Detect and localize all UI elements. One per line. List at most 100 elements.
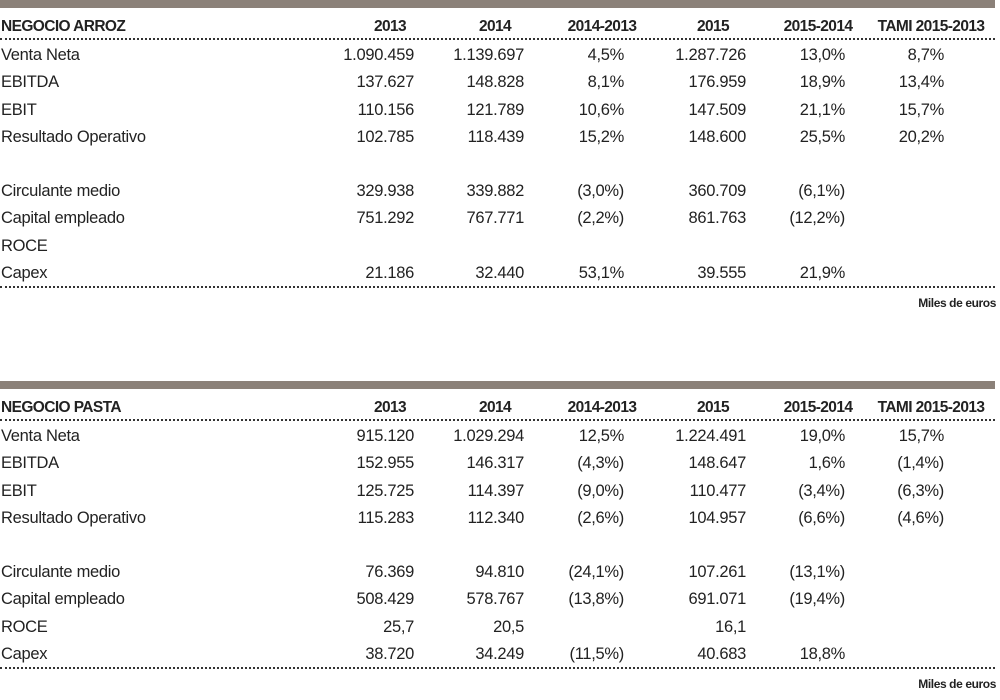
value-cell: 13,0%	[799, 46, 846, 64]
value-cell: (11,5%)	[569, 644, 625, 663]
value-cell: (3,4%)	[798, 481, 845, 500]
value-cell: 34.249	[475, 644, 524, 663]
row-label: EBITDA	[1, 454, 59, 473]
value-cell: (2,6%)	[577, 508, 624, 527]
value-cell: 1.090.459	[343, 46, 414, 64]
header-bar	[0, 381, 995, 389]
row-label: EBIT	[1, 100, 37, 119]
value-cell: 121.789	[466, 100, 524, 119]
value-cell: (4,3%)	[577, 454, 624, 473]
column-header: 2014-2013	[567, 399, 637, 416]
value-cell: 329.938	[356, 182, 414, 200]
value-cell: 104.957	[688, 508, 746, 527]
table-title: NEGOCIO PASTA	[1, 399, 122, 416]
value-cell: 112.340	[467, 508, 525, 527]
column-header: 2014	[478, 399, 512, 416]
column-header: 2014-2013	[567, 18, 637, 35]
row-label: ROCE	[1, 236, 48, 255]
row-label: Venta Neta	[1, 46, 80, 64]
header-bar	[0, 0, 995, 8]
value-cell: (13,1%)	[789, 563, 845, 581]
row-label: Resultado Operativo	[1, 127, 146, 146]
value-cell: 110.477	[689, 481, 747, 500]
value-cell: 19,0%	[799, 427, 846, 445]
value-cell: 38.720	[365, 644, 414, 663]
row-label: Venta Neta	[1, 427, 80, 445]
value-cell: 114.397	[467, 481, 525, 500]
value-cell: 16,1	[715, 617, 746, 636]
row-label: Capital empleado	[1, 209, 125, 228]
column-header: 2015-2014	[783, 18, 853, 35]
table-title: NEGOCIO ARROZ	[1, 18, 126, 35]
unit-note: Miles de euros	[918, 676, 996, 691]
value-cell: 39.555	[697, 263, 746, 282]
row-label: Resultado Operativo	[1, 508, 146, 527]
value-cell: 18,8%	[799, 644, 846, 663]
value-cell: 20,2%	[898, 127, 945, 146]
value-cell: 76.369	[365, 563, 414, 581]
value-cell: 147.509	[688, 100, 746, 119]
value-cell: 915.120	[356, 427, 414, 445]
value-cell: (12,2%)	[789, 209, 845, 228]
value-cell: 53,1%	[578, 263, 625, 282]
value-cell: (4,6%)	[897, 508, 944, 527]
value-cell: 1.029.294	[453, 427, 524, 445]
row-label: Capital empleado	[1, 590, 125, 609]
value-cell: (13,8%)	[568, 590, 624, 609]
value-cell: 148.647	[688, 454, 746, 473]
value-cell: 751.292	[356, 209, 414, 228]
value-cell: 21,1%	[799, 100, 846, 119]
value-cell: 21,9%	[799, 263, 846, 282]
value-cell: 125.725	[356, 481, 414, 500]
value-cell: 8,7%	[907, 46, 945, 64]
value-cell: (9,0%)	[577, 481, 624, 500]
value-cell: 40.683	[697, 644, 746, 663]
value-cell: 152.955	[356, 454, 414, 473]
value-cell: 94.810	[475, 563, 524, 581]
column-header: 2013	[373, 18, 407, 35]
column-header: 2015-2014	[783, 399, 853, 416]
value-cell: 25,7	[383, 617, 414, 636]
row-label: Capex	[1, 263, 48, 282]
value-cell: 691.071	[688, 590, 746, 609]
value-cell: 767.771	[466, 209, 524, 228]
column-header: TAMI 2015-2013	[877, 399, 985, 416]
value-cell: 578.767	[466, 590, 524, 609]
value-cell: 20,5	[493, 617, 524, 636]
header-rule	[0, 419, 995, 421]
row-label: EBIT	[1, 481, 37, 500]
value-cell: 12,5%	[578, 427, 625, 445]
column-header: 2015	[696, 399, 730, 416]
value-cell: 4,5%	[587, 46, 625, 64]
value-cell: (2,2%)	[577, 209, 624, 228]
value-cell: 107.261	[688, 563, 746, 581]
value-cell: 110.156	[357, 100, 415, 119]
value-cell: 21.186	[365, 263, 414, 282]
footer-rule	[0, 285, 995, 288]
value-cell: 861.763	[688, 209, 746, 228]
value-cell: 32.440	[475, 263, 524, 282]
value-cell: 25,5%	[799, 127, 846, 146]
value-cell: 15,7%	[898, 427, 945, 445]
value-cell: 339.882	[466, 182, 524, 200]
value-cell: 15,2%	[578, 127, 625, 146]
value-cell: 115.283	[357, 508, 415, 527]
value-cell: 1.139.697	[453, 46, 524, 64]
value-cell: 148.828	[466, 73, 524, 92]
row-label: Circulante medio	[1, 182, 121, 200]
row-label: Capex	[1, 644, 48, 663]
value-cell: (6,1%)	[798, 182, 845, 200]
value-cell: 146.317	[466, 454, 524, 473]
row-label: Circulante medio	[1, 563, 121, 581]
value-cell: 508.429	[356, 590, 414, 609]
footer-rule	[0, 666, 995, 669]
column-header: 2015	[696, 18, 730, 35]
value-cell: (6,3%)	[897, 481, 944, 500]
value-cell: 8,1%	[587, 73, 625, 92]
row-label: EBITDA	[1, 73, 59, 92]
value-cell: 118.439	[467, 127, 525, 146]
value-cell: 10,6%	[578, 100, 625, 119]
value-cell: 1.224.491	[675, 427, 746, 445]
value-cell: 13,4%	[898, 73, 945, 92]
